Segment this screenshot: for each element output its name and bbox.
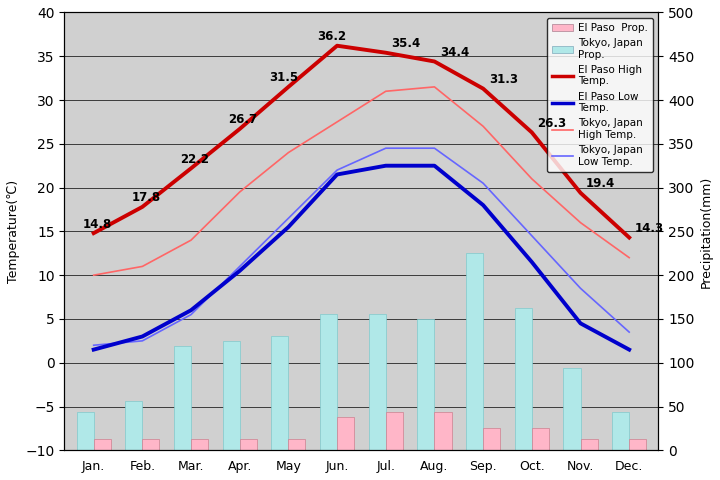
- Bar: [564, 368, 580, 450]
- Bar: [580, 439, 598, 450]
- Bar: [271, 336, 289, 450]
- Bar: [434, 412, 451, 450]
- Bar: [386, 412, 402, 450]
- Bar: [337, 417, 354, 450]
- Text: 26.3: 26.3: [537, 117, 567, 130]
- Bar: [222, 341, 240, 450]
- Text: 26.7: 26.7: [229, 113, 258, 126]
- Bar: [76, 412, 94, 450]
- Text: 31.3: 31.3: [489, 73, 518, 86]
- Text: 14.8: 14.8: [83, 217, 112, 230]
- Bar: [320, 314, 337, 450]
- Bar: [483, 429, 500, 450]
- Bar: [191, 439, 208, 450]
- Bar: [532, 429, 549, 450]
- Bar: [515, 308, 532, 450]
- Bar: [418, 319, 434, 450]
- Bar: [240, 439, 257, 450]
- Text: 17.8: 17.8: [131, 192, 161, 204]
- Bar: [289, 439, 305, 450]
- Y-axis label: Temperature(℃): Temperature(℃): [7, 180, 20, 283]
- Bar: [629, 439, 647, 450]
- Text: 36.2: 36.2: [318, 30, 347, 43]
- Bar: [612, 412, 629, 450]
- Text: 34.4: 34.4: [440, 46, 469, 59]
- Y-axis label: Precipitation(mm): Precipitation(mm): [700, 175, 713, 288]
- Bar: [174, 346, 191, 450]
- Text: 35.4: 35.4: [392, 37, 420, 50]
- Text: 19.4: 19.4: [586, 177, 616, 190]
- Legend: El Paso  Prop., Tokyo, Japan
Prop., El Paso High
Temp., El Paso Low
Temp., Tokyo: El Paso Prop., Tokyo, Japan Prop., El Pa…: [547, 18, 653, 172]
- Text: 22.2: 22.2: [180, 153, 209, 166]
- Bar: [125, 401, 143, 450]
- Bar: [466, 253, 483, 450]
- Bar: [143, 439, 159, 450]
- Bar: [94, 439, 111, 450]
- Text: 14.3: 14.3: [635, 222, 664, 235]
- Text: 31.5: 31.5: [269, 72, 298, 84]
- Bar: [369, 314, 386, 450]
